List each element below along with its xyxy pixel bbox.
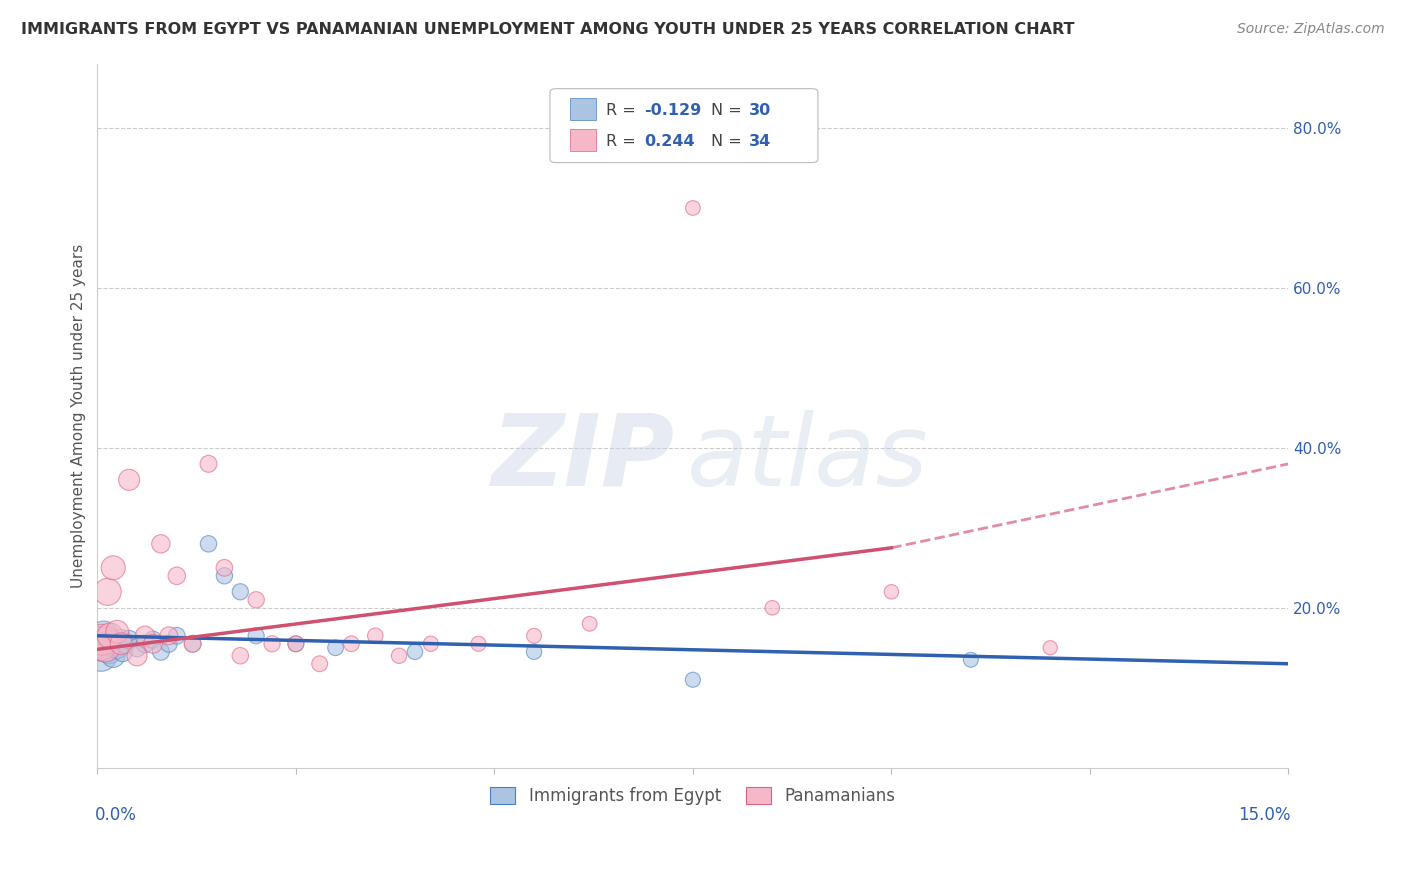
Point [105, 624, 128, 639]
FancyBboxPatch shape [571, 98, 596, 120]
Point [308, 657, 330, 671]
Point [404, 645, 426, 659]
Text: Source: ZipAtlas.com: Source: ZipAtlas.com [1237, 22, 1385, 37]
Point [761, 600, 783, 615]
Text: R =: R = [606, 103, 641, 118]
Point [105, 640, 128, 655]
Point [110, 632, 132, 647]
Point [388, 648, 411, 663]
Point [94, 640, 117, 655]
Point [364, 629, 387, 643]
Point [118, 632, 141, 647]
Point [149, 537, 172, 551]
Point [134, 637, 156, 651]
Point [157, 637, 180, 651]
Point [467, 637, 489, 651]
Text: -0.129: -0.129 [644, 103, 702, 118]
Point [103, 561, 125, 575]
Point [166, 629, 188, 643]
Point [181, 637, 204, 651]
Text: atlas: atlas [688, 409, 928, 507]
Text: 30: 30 [749, 103, 770, 118]
Point [523, 645, 546, 659]
Point [959, 653, 981, 667]
Point [118, 473, 141, 487]
Point [880, 584, 903, 599]
Point [157, 629, 180, 643]
Point [523, 629, 546, 643]
Point [125, 640, 148, 655]
Point [93, 629, 115, 643]
Point [104, 637, 127, 651]
Text: R =: R = [606, 134, 641, 148]
Point [149, 645, 172, 659]
Point [96, 632, 118, 647]
Point [111, 645, 134, 659]
Y-axis label: Unemployment Among Youth under 25 years: Unemployment Among Youth under 25 years [72, 244, 86, 588]
Point [325, 640, 347, 655]
Point [229, 584, 252, 599]
Point [197, 537, 219, 551]
Point [142, 632, 165, 647]
Point [97, 584, 120, 599]
Point [94, 640, 117, 655]
Point [142, 637, 165, 651]
Point [125, 648, 148, 663]
Point [90, 648, 112, 663]
Point [89, 637, 111, 651]
Point [260, 637, 283, 651]
Point [114, 637, 136, 651]
Point [682, 201, 704, 215]
Point [98, 629, 121, 643]
Point [166, 569, 188, 583]
Point [1039, 640, 1062, 655]
Point [181, 637, 204, 651]
Point [214, 561, 236, 575]
Point [245, 629, 267, 643]
Point [682, 673, 704, 687]
Text: 0.244: 0.244 [644, 134, 695, 148]
Point [103, 648, 125, 663]
Legend: Immigrants from Egypt, Panamanians: Immigrants from Egypt, Panamanians [484, 780, 903, 812]
Point [197, 457, 219, 471]
Point [284, 637, 307, 651]
Text: ZIP: ZIP [492, 409, 675, 507]
Point [578, 616, 600, 631]
Point [245, 592, 267, 607]
Point [284, 637, 307, 651]
FancyBboxPatch shape [550, 88, 818, 162]
Point [98, 645, 121, 659]
Point [134, 629, 156, 643]
Text: N =: N = [711, 103, 747, 118]
Point [110, 637, 132, 651]
Text: N =: N = [711, 134, 747, 148]
Point [91, 632, 114, 647]
Text: IMMIGRANTS FROM EGYPT VS PANAMANIAN UNEMPLOYMENT AMONG YOUTH UNDER 25 YEARS CORR: IMMIGRANTS FROM EGYPT VS PANAMANIAN UNEM… [21, 22, 1074, 37]
Point [340, 637, 363, 651]
Point [419, 637, 441, 651]
Point [89, 637, 111, 651]
Point [229, 648, 252, 663]
Text: 34: 34 [749, 134, 770, 148]
FancyBboxPatch shape [571, 128, 596, 151]
Text: 0.0%: 0.0% [96, 806, 136, 824]
Point [214, 569, 236, 583]
Text: 15.0%: 15.0% [1239, 806, 1291, 824]
